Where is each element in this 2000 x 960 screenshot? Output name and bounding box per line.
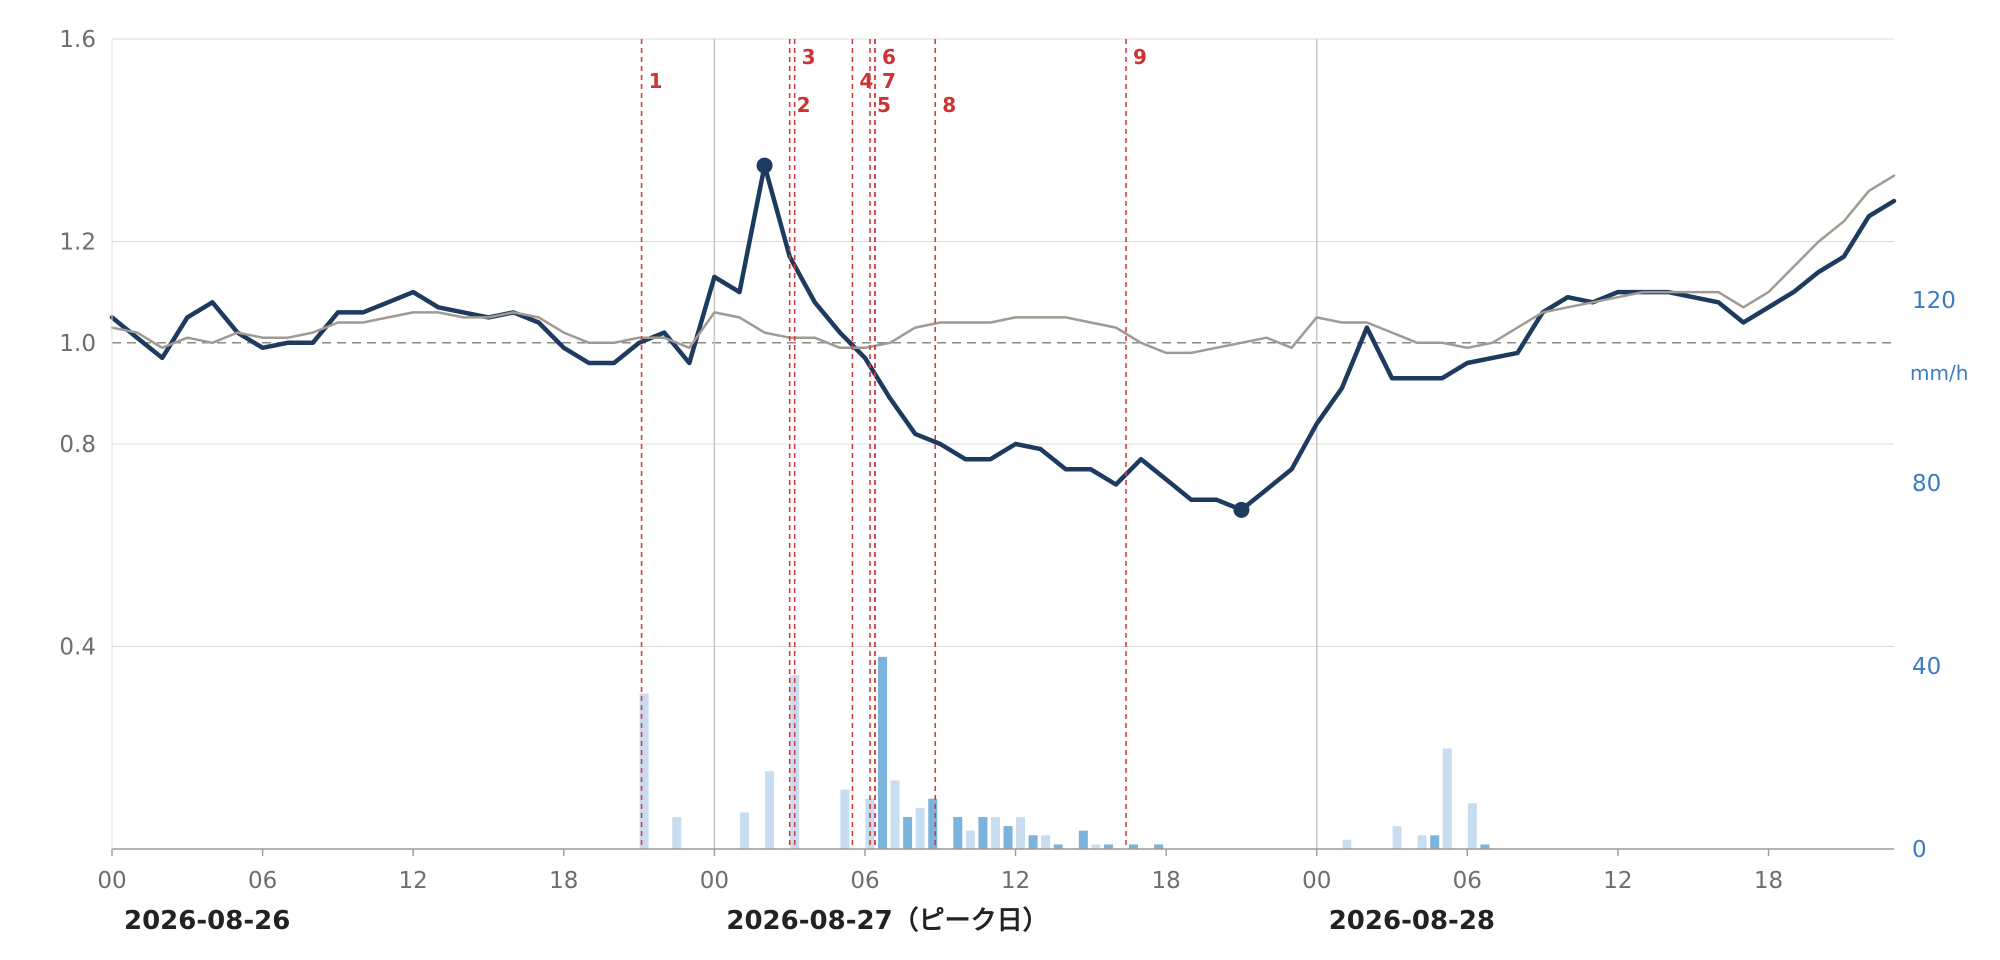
y-right-tick-label: 120 <box>1912 288 1956 314</box>
y-left-tick-label: 1.2 <box>59 230 96 256</box>
x-tick-label: 00 <box>1302 868 1331 894</box>
y-left-tick-label: 1.0 <box>59 331 96 357</box>
event-label: 1 <box>649 69 663 93</box>
rainfall-bar <box>1417 835 1427 849</box>
rainfall-bar <box>1392 826 1402 849</box>
rainfall-bar <box>1103 844 1113 849</box>
x-tick-label: 12 <box>399 868 428 894</box>
rainfall-bar <box>1078 830 1088 849</box>
rainfall-bar <box>1041 835 1051 849</box>
x-tick-label: 12 <box>1001 868 1030 894</box>
rainfall-bar <box>990 816 1000 849</box>
rainfall-bar <box>953 816 963 849</box>
event-label: 3 <box>802 45 816 69</box>
series-marker <box>1233 501 1250 518</box>
day-label: 2026-08-28 <box>1329 906 1495 936</box>
series-marker <box>756 157 773 174</box>
event-label: 8 <box>942 93 956 117</box>
x-tick-label: 06 <box>248 868 277 894</box>
rainfall-bar <box>672 816 682 849</box>
rainfall-bar <box>1003 826 1013 849</box>
x-tick-label: 06 <box>1453 868 1482 894</box>
rainfall-bar <box>1129 844 1139 849</box>
rainfall-bar <box>1091 844 1101 849</box>
rainfall-bar <box>639 693 649 849</box>
rainfall-bar <box>1016 816 1026 849</box>
rainfall-bar <box>890 780 900 849</box>
rainfall-bars <box>639 656 1490 849</box>
rainfall-bar <box>1028 835 1038 849</box>
x-tick-label: 18 <box>1152 868 1181 894</box>
rainfall-bar <box>978 816 988 849</box>
axes: 0.40.81.01.21.600 06 12 18 00 06 12 18 00 06 12 182… <box>59 27 1968 936</box>
rainfall-bar <box>903 816 913 849</box>
y-left-tick-label: 0.8 <box>59 432 96 458</box>
x-tick-label: 12 <box>1603 868 1632 894</box>
rainfall-bar <box>1467 803 1477 849</box>
y-right-tick-label: 80 <box>1912 471 1941 497</box>
rainfall-bar <box>1430 835 1440 849</box>
rainfall-bar <box>1442 748 1452 849</box>
event-label: 7 <box>882 69 896 93</box>
event-label: 9 <box>1133 45 1147 69</box>
y-right-tick-label: 40 <box>1912 654 1941 680</box>
series-lines <box>109 157 1897 518</box>
series-line-secondary <box>110 174 1896 355</box>
x-tick-label: 06 <box>850 868 879 894</box>
x-tick-label: 18 <box>549 868 578 894</box>
grid <box>112 38 1894 849</box>
event-label: 5 <box>877 93 891 117</box>
x-tick-label: 18 <box>1754 868 1783 894</box>
event-label: 4 <box>859 69 873 93</box>
x-tick-label: 00 <box>700 868 729 894</box>
rainfall-bar <box>765 771 775 849</box>
rainfall-bar <box>928 798 938 849</box>
y-right-unit-label: mm/h <box>1910 361 1968 385</box>
rainfall-bar <box>878 656 888 849</box>
event-label: 6 <box>882 45 896 69</box>
rainfall-bar <box>739 812 749 849</box>
day-label: 2026-08-26 <box>124 906 290 936</box>
y-left-tick-label: 0.4 <box>59 635 96 661</box>
y-right-tick-label: 0 <box>1912 837 1927 863</box>
rainfall-bar <box>1154 844 1164 849</box>
rainfall-bar <box>1053 844 1063 849</box>
rainfall-bar <box>915 807 925 849</box>
series-line-primary <box>109 163 1897 513</box>
rainfall-bar <box>965 830 975 849</box>
event-label: 2 <box>797 93 811 117</box>
day-label: 2026-08-27（ピーク日） <box>726 906 1048 936</box>
rainfall-bar <box>840 789 850 849</box>
rainfall-bar <box>1342 839 1352 849</box>
y-left-tick-label: 1.6 <box>59 27 96 53</box>
x-tick-label: 00 <box>97 868 126 894</box>
rainfall-bar <box>1480 844 1490 849</box>
